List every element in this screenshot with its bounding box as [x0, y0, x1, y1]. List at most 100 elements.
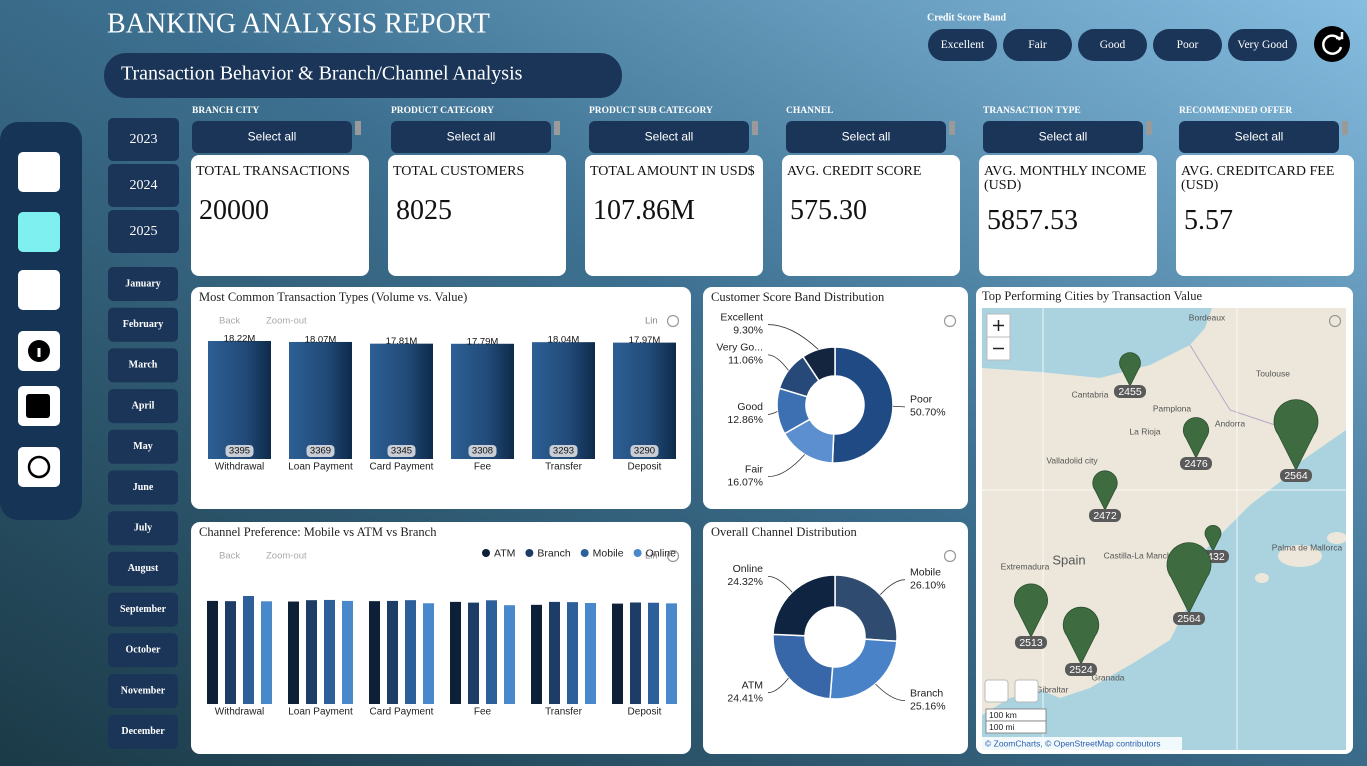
nav-icon[interactable] — [18, 152, 60, 192]
bar — [648, 602, 659, 704]
chart-card — [703, 287, 968, 509]
map-marker[interactable] — [1182, 417, 1210, 459]
slicer-button[interactable] — [1228, 29, 1297, 61]
year-label: 2023 — [130, 132, 158, 147]
marker-label: 2513 — [1019, 637, 1043, 649]
bar — [306, 600, 317, 704]
help-icon[interactable] — [1328, 314, 1342, 328]
marker-badge — [1180, 457, 1212, 470]
x-tick-label: Withdrawal — [215, 462, 264, 473]
filter-label: PRODUCT SUB CATEGORY — [589, 106, 713, 116]
month-button[interactable] — [108, 348, 178, 383]
map-marker[interactable] — [1204, 525, 1222, 552]
slice-label: Very Go... — [716, 342, 763, 354]
nav-icon[interactable] — [18, 270, 60, 310]
month-button[interactable] — [108, 592, 178, 627]
slicer-button[interactable] — [1078, 29, 1147, 61]
month-button[interactable] — [108, 429, 178, 464]
slicer-option: Poor — [1177, 39, 1199, 51]
slice-value: 9.30% — [733, 324, 763, 336]
refresh-button[interactable] — [1314, 26, 1350, 62]
slicer-button[interactable] — [1153, 29, 1222, 61]
nav-icon[interactable] — [18, 212, 60, 252]
slicer-label: Credit Score Band — [927, 12, 1007, 23]
filter-dropdown[interactable] — [589, 121, 749, 153]
bar-value-label: 17.81M — [386, 336, 418, 347]
x-tick-label: Transfer — [545, 462, 583, 473]
month-label: April — [132, 400, 155, 411]
map-marker[interactable] — [1166, 542, 1212, 614]
month-button[interactable] — [108, 633, 178, 668]
filter-dropdown[interactable] — [391, 121, 551, 153]
nav-icon[interactable] — [18, 447, 60, 487]
map-sea — [982, 308, 1212, 378]
month-button[interactable] — [108, 714, 178, 749]
volume-label: 3290 — [634, 446, 655, 457]
volume-badge — [549, 445, 578, 457]
help-icon[interactable] — [666, 314, 680, 328]
bar-value-label: 18.04M — [548, 335, 580, 346]
filter-dropdown[interactable] — [1179, 121, 1339, 153]
donut-slice — [831, 346, 894, 464]
refresh-icon — [1322, 34, 1343, 55]
place-label: Palma de Mallorca — [1272, 542, 1343, 552]
filter-label: TRANSACTION TYPE — [983, 106, 1081, 116]
help-icon[interactable] — [943, 549, 957, 563]
x-tick-label: Loan Payment — [288, 462, 353, 473]
map-tool-button[interactable] — [1014, 679, 1039, 703]
month-button[interactable] — [108, 307, 178, 342]
volume-badge — [468, 445, 497, 457]
marker-label: 2564 — [1177, 613, 1201, 625]
slice-value: 25.16% — [910, 700, 946, 712]
bar-value-label: 17.79M — [467, 336, 499, 347]
filter-label: PRODUCT CATEGORY — [391, 106, 494, 116]
year-button[interactable] — [108, 164, 179, 207]
filter-dropdown[interactable] — [192, 121, 352, 153]
filter-scroll — [1146, 121, 1152, 135]
map-marker[interactable] — [1273, 399, 1319, 471]
month-label: July — [134, 522, 152, 533]
leader-line — [767, 575, 793, 593]
map-marker[interactable] — [1014, 583, 1048, 638]
slicer-button[interactable] — [928, 29, 997, 61]
help-icon[interactable] — [666, 549, 680, 563]
place-label: Pamplona — [1153, 403, 1192, 413]
filter-dropdown[interactable] — [983, 121, 1143, 153]
leader-line — [767, 454, 806, 478]
scale-label: 100 mi — [989, 722, 1015, 732]
kpi-card: AVG. CREDIT SCORE 575.30 — [782, 155, 960, 276]
x-tick-label: Deposit — [628, 707, 662, 718]
map-tool-button[interactable] — [984, 679, 1009, 703]
month-label: June — [133, 482, 154, 493]
month-button[interactable] — [108, 389, 178, 424]
map-marker[interactable] — [1062, 606, 1100, 665]
month-button[interactable] — [108, 511, 178, 546]
slicer-option: Excellent — [941, 39, 985, 51]
kpi-value: 5.57 — [1184, 205, 1233, 236]
map-title: Top Performing Cities by Transaction Val… — [982, 289, 1203, 303]
bar — [225, 601, 236, 704]
year-button[interactable] — [108, 118, 179, 161]
bar — [585, 602, 596, 704]
month-button[interactable] — [108, 267, 178, 301]
map-marker[interactable] — [1092, 470, 1118, 511]
bar — [549, 601, 560, 704]
month-button[interactable] — [108, 674, 178, 708]
toolbar-scale: Lin — [645, 316, 658, 327]
marker-badge — [1015, 636, 1047, 649]
slicer-button[interactable] — [1003, 29, 1072, 61]
map-marker[interactable] — [1119, 352, 1141, 387]
month-label: December — [121, 726, 165, 737]
bar-value-label: 18.22M — [224, 334, 256, 345]
bar — [468, 602, 479, 704]
year-button[interactable] — [108, 210, 179, 253]
month-button[interactable] — [108, 551, 178, 586]
volume-badge — [387, 445, 416, 457]
month-button[interactable] — [108, 470, 178, 505]
legend-marker — [525, 549, 534, 557]
marker-label: 2524 — [1069, 664, 1093, 676]
kpi-label: AVG. CREDITCARD FEE (USD) — [1181, 164, 1335, 193]
volume-label: 3293 — [553, 446, 574, 457]
filter-dropdown[interactable] — [786, 121, 946, 153]
help-icon[interactable] — [943, 314, 957, 328]
